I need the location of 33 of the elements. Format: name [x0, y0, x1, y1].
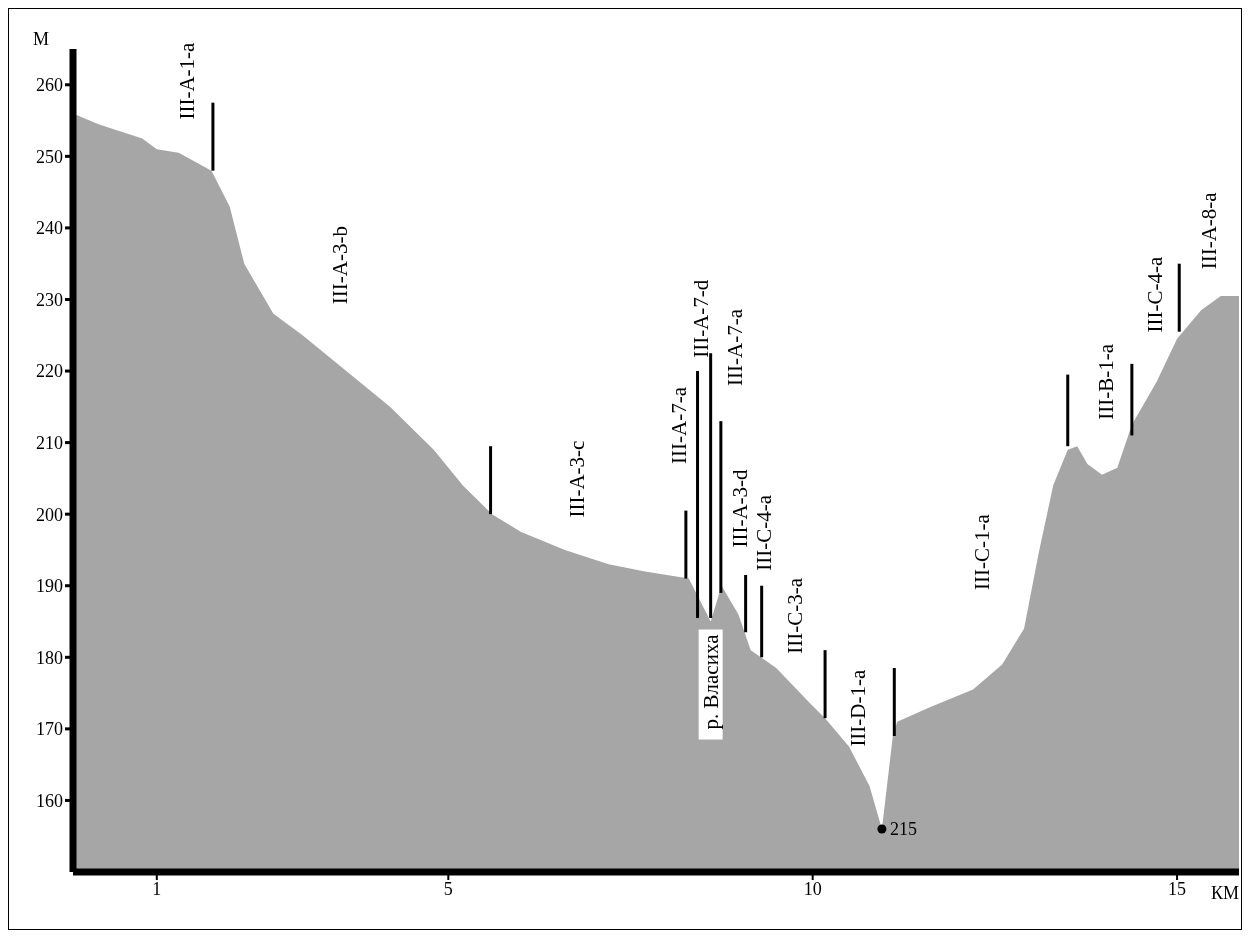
annotation: III-D-1-a — [845, 668, 870, 747]
annotation: III-A-1-a — [174, 41, 199, 120]
annotation: III-A-7-d — [689, 279, 714, 358]
y-tick-label: 160 — [36, 790, 63, 811]
y-tick-label: 170 — [36, 719, 63, 740]
x-tick-label: 5 — [443, 878, 453, 899]
y-tick-label: 250 — [36, 146, 63, 167]
x-tick-label: 1 — [152, 878, 162, 899]
x-axis-title: КМ — [1210, 882, 1239, 903]
y-tick-label: 240 — [36, 218, 63, 239]
annotation: III-C-4-a — [751, 494, 776, 571]
annotation: III-A-3-d — [727, 468, 752, 548]
y-tick-label: 200 — [36, 504, 63, 525]
annotation: III-C-1-a — [969, 513, 994, 590]
y-tick-label: 260 — [36, 75, 63, 96]
y-tick-label: 230 — [36, 289, 63, 310]
x-tick-label: 10 — [803, 878, 822, 899]
annotation: III-C-4-a — [1143, 255, 1168, 333]
y-tick-label: 180 — [36, 647, 63, 668]
annotation: III-B-1-a — [1093, 343, 1118, 420]
annotation: III-A-8-a — [1196, 191, 1221, 270]
annotation: 215 — [889, 819, 917, 840]
x-tick-label: 15 — [1168, 878, 1187, 899]
y-tick-label: 220 — [36, 361, 63, 382]
annotation: III-A-7-a — [667, 386, 692, 464]
y-axis-title: М — [33, 29, 50, 49]
annotation: р. Власиха — [698, 633, 723, 730]
y-tick-label: 210 — [36, 433, 63, 453]
annotation: III-A-3-c — [565, 440, 590, 518]
annotation: III-A-7-a — [722, 308, 747, 386]
annotation: III-C-3-a — [783, 577, 808, 654]
annotation: III-A-3-b — [327, 226, 352, 305]
y-tick-label: 190 — [36, 576, 63, 597]
